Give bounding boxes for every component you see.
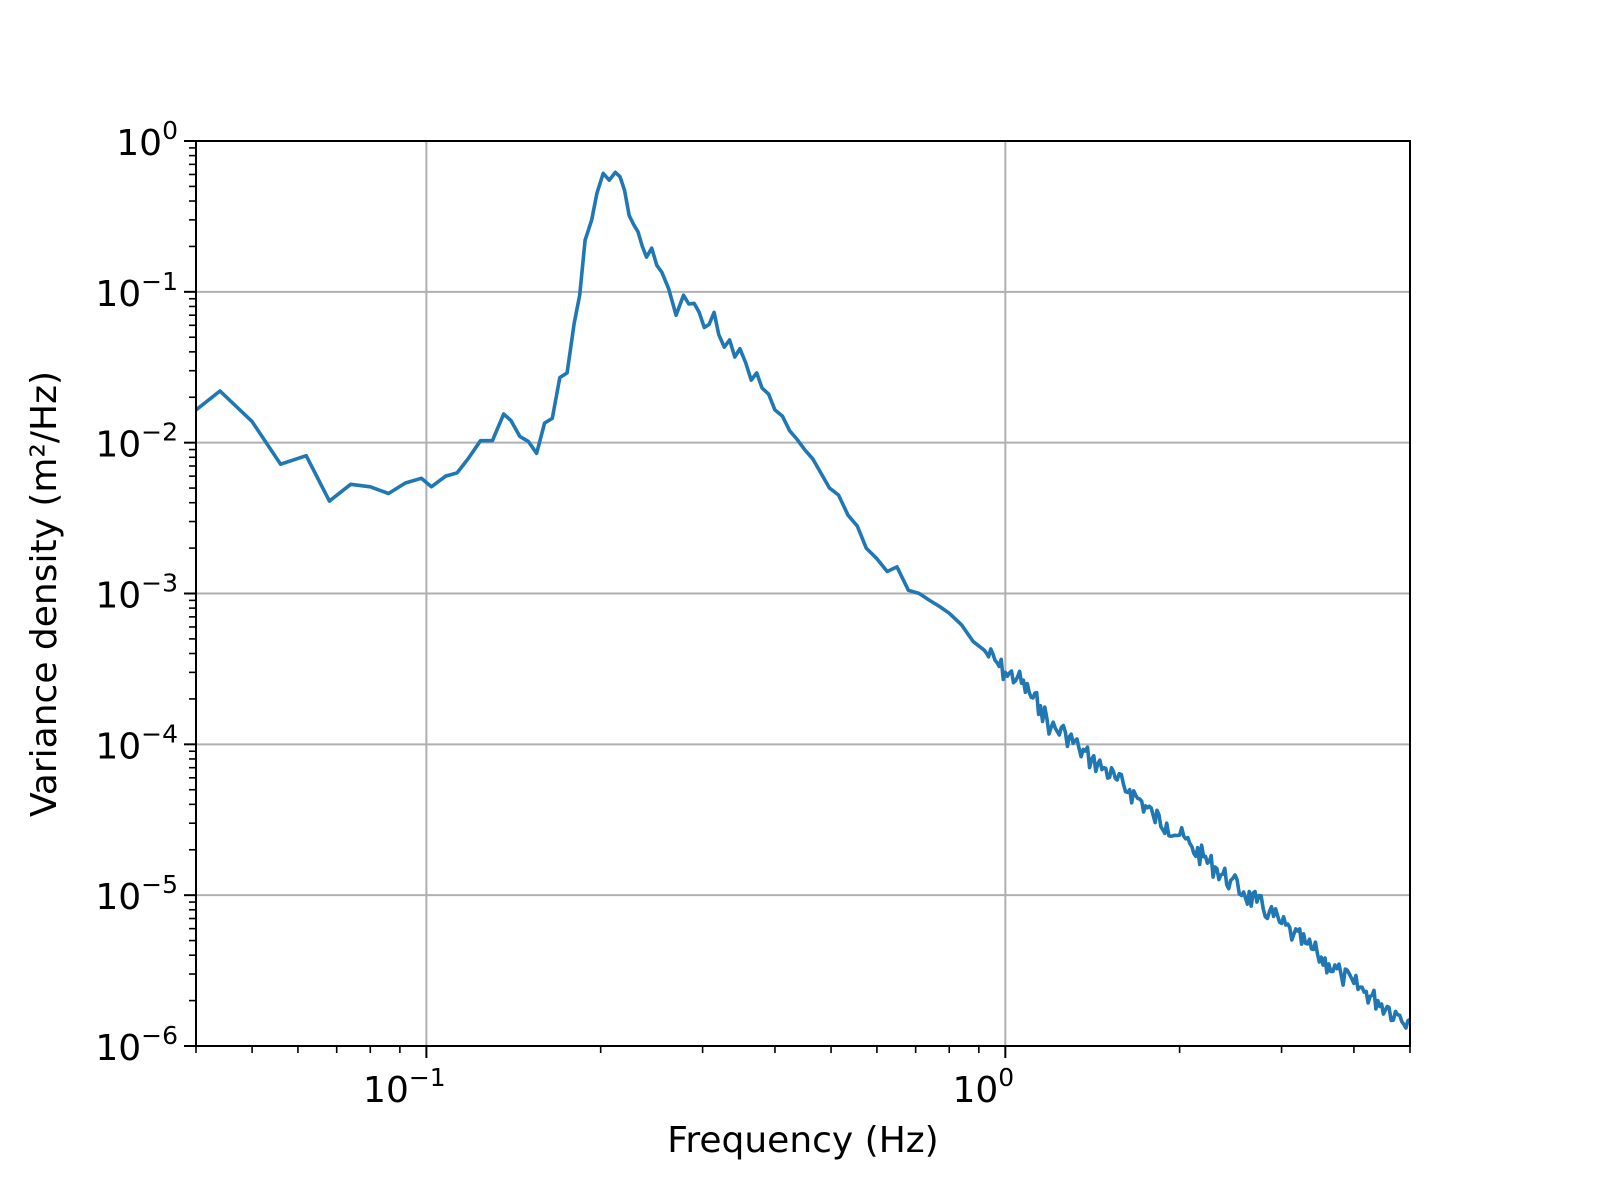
- y-axis-title: Variance density (m²/Hz): [24, 371, 65, 817]
- grid-lines: [196, 141, 1410, 1046]
- variance-density-line: [196, 170, 1410, 1030]
- plot-area: [196, 170, 1410, 1030]
- y-tick-label: 10−4: [95, 719, 178, 767]
- x-tick-label: 10−1: [363, 1063, 446, 1111]
- axis-ticks: [184, 140, 1411, 1058]
- y-tick-label: 10−1: [95, 267, 178, 315]
- x-axis-title: Frequency (Hz): [667, 1120, 938, 1161]
